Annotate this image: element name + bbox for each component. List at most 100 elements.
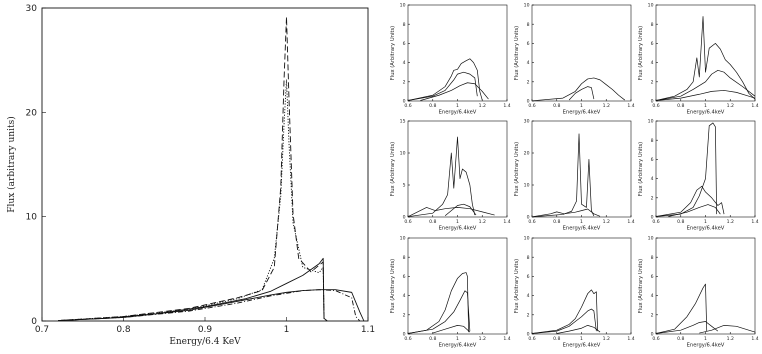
plot-frame bbox=[531, 4, 632, 102]
y-tick-label: 10 bbox=[524, 3, 530, 9]
y-tick-label: 2 bbox=[527, 312, 530, 318]
x-tick-label: 0.8 bbox=[677, 336, 684, 342]
y-axis-label: Flux (Arbitrary Units) bbox=[514, 26, 520, 80]
plot-frame bbox=[407, 120, 508, 218]
x-tick-label: 1.2 bbox=[479, 103, 486, 109]
x-tick-label: 0.8 bbox=[553, 103, 560, 109]
x-tick-label: 1.2 bbox=[479, 219, 486, 225]
x-tick-label: 1 bbox=[456, 103, 459, 109]
y-tick-label: 0 bbox=[403, 215, 406, 221]
x-tick-label: 1 bbox=[456, 219, 459, 225]
x-tick-label: 0.6 bbox=[652, 336, 659, 342]
x-tick-label: 1.2 bbox=[603, 219, 610, 225]
x-tick-label: 1.2 bbox=[603, 336, 610, 342]
chart-0: 0.7 0.8 0.9 1 1.1 0 10 20 30 Energy/6.4 KeV Flux (… bbox=[6, 4, 375, 347]
x-tick-label: 0.7 bbox=[35, 325, 49, 335]
y-tick-label: 4 bbox=[403, 293, 406, 299]
series-line-2 bbox=[668, 204, 721, 217]
plot-frame bbox=[41, 7, 369, 322]
y-tick-label: 8 bbox=[403, 255, 406, 261]
x-tick-label: 1 bbox=[284, 325, 290, 335]
series-line-0 bbox=[655, 283, 708, 334]
series-line-1 bbox=[655, 185, 725, 217]
plot-frame bbox=[531, 237, 632, 335]
y-axis-label: Flux (Arbitrary Units) bbox=[638, 26, 644, 80]
x-tick-label: 1.4 bbox=[751, 103, 758, 109]
x-tick-label: 0.6 bbox=[404, 103, 411, 109]
x-tick-label: 0.6 bbox=[404, 219, 411, 225]
x-tick-label: 1.4 bbox=[503, 219, 510, 225]
series-line-1 bbox=[58, 16, 328, 322]
series-line-1 bbox=[531, 208, 601, 218]
x-axis-label: Energy/6.4keV bbox=[439, 226, 477, 232]
y-tick-label: 8 bbox=[651, 22, 654, 28]
series-line-0 bbox=[655, 16, 756, 101]
y-tick-label: 0 bbox=[527, 332, 530, 338]
series-line-0 bbox=[531, 77, 626, 102]
x-tick-label: 1.4 bbox=[751, 219, 758, 225]
x-tick-label: 1.4 bbox=[503, 103, 510, 109]
series-line-1 bbox=[407, 290, 471, 334]
y-tick-label: 4 bbox=[651, 60, 654, 66]
y-tick-label: 2 bbox=[651, 312, 654, 318]
series-line-1 bbox=[655, 69, 756, 101]
y-tick-label: 2 bbox=[651, 79, 654, 85]
y-tick-label: 10 bbox=[400, 3, 406, 9]
series-line-0 bbox=[407, 58, 483, 101]
x-tick-label: 1 bbox=[580, 336, 583, 342]
y-tick-label: 0 bbox=[651, 332, 654, 338]
x-tick-label: 0.6 bbox=[404, 336, 411, 342]
y-tick-label: 0 bbox=[527, 215, 530, 221]
x-tick-label: 0.6 bbox=[528, 336, 535, 342]
y-axis-label: Flux (Arbitrary Units) bbox=[514, 259, 520, 313]
y-tick-label: 10 bbox=[524, 236, 530, 242]
x-tick-label: 0.8 bbox=[429, 336, 436, 342]
chart-9: 0.6 0.8 1 1.2 1.4 0 2 4 6 8 10 Energy/6.4keV Flux (A… bbox=[638, 236, 759, 349]
y-tick-label: 8 bbox=[527, 22, 530, 28]
y-tick-label: 6 bbox=[527, 274, 530, 280]
x-tick-label: 0.8 bbox=[677, 219, 684, 225]
y-tick-label: 20 bbox=[26, 108, 38, 118]
y-tick-label: 10 bbox=[400, 236, 406, 242]
x-tick-label: 1.2 bbox=[727, 336, 734, 342]
x-tick-label: 1 bbox=[704, 219, 707, 225]
y-tick-label: 0 bbox=[651, 99, 654, 105]
x-tick-label: 0.6 bbox=[652, 103, 659, 109]
series-line-0 bbox=[407, 272, 469, 334]
y-tick-label: 8 bbox=[403, 22, 406, 28]
y-tick-label: 8 bbox=[651, 138, 654, 144]
x-tick-label: 1 bbox=[580, 219, 583, 225]
y-tick-label: 0 bbox=[651, 215, 654, 221]
series-line-1 bbox=[407, 71, 478, 101]
y-tick-label: 10 bbox=[26, 213, 38, 223]
x-tick-label: 1.4 bbox=[627, 103, 634, 109]
series-line-2 bbox=[432, 325, 471, 334]
x-tick-label: 1 bbox=[580, 103, 583, 109]
x-tick-label: 1 bbox=[456, 336, 459, 342]
series-line-1 bbox=[568, 86, 595, 101]
chart-3: 0.6 0.8 1 1.2 1.4 0 2 4 6 8 10 Energy/6.4keV Flux (A… bbox=[638, 3, 759, 116]
chart-2: 0.6 0.8 1 1.2 1.4 0 2 4 6 8 10 Energy/6.4keV Flux (A… bbox=[514, 3, 635, 116]
y-tick-label: 0 bbox=[403, 332, 406, 338]
chart-5: 0.6 0.8 1 1.2 1.4 0 10 20 30 Energy/6.4keV Flux (A… bbox=[514, 119, 635, 232]
x-axis-label: Energy/6.4keV bbox=[563, 110, 601, 116]
y-tick-label: 4 bbox=[527, 293, 530, 299]
y-tick-label: 6 bbox=[403, 41, 406, 47]
y-tick-label: 2 bbox=[403, 79, 406, 85]
y-tick-label: 30 bbox=[524, 119, 530, 125]
x-axis-label: Energy/6.4keV bbox=[563, 343, 601, 349]
y-tick-label: 10 bbox=[648, 236, 654, 242]
y-tick-label: 10 bbox=[648, 119, 654, 125]
x-tick-label: 1.2 bbox=[727, 103, 734, 109]
x-tick-label: 0.6 bbox=[528, 103, 535, 109]
x-tick-label: 1 bbox=[704, 336, 707, 342]
chart-1: 0.6 0.8 1 1.2 1.4 0 2 4 6 8 10 Energy/6.4keV Flux (A… bbox=[390, 3, 511, 116]
y-tick-label: 2 bbox=[651, 195, 654, 201]
y-tick-label: 2 bbox=[527, 79, 530, 85]
x-tick-label: 1.4 bbox=[627, 219, 634, 225]
series-line-0 bbox=[58, 257, 328, 322]
y-tick-label: 20 bbox=[524, 151, 530, 157]
x-tick-label: 0.8 bbox=[116, 325, 131, 335]
x-tick-label: 0.8 bbox=[429, 219, 436, 225]
